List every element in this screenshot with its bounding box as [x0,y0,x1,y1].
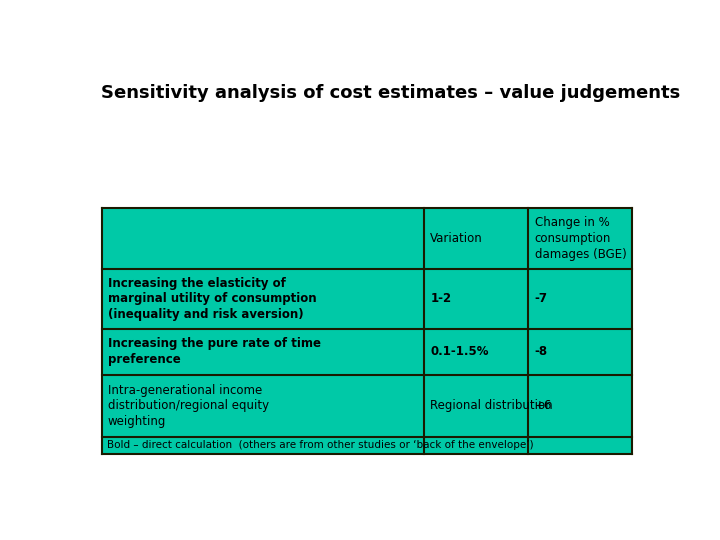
Text: Change in %
consumption
damages (BGE): Change in % consumption damages (BGE) [535,216,626,261]
Text: Regional distribution: Regional distribution [431,399,553,412]
Text: Increasing the pure rate of time
preference: Increasing the pure rate of time prefere… [108,338,321,366]
Text: Sensitivity analysis of cost estimates – value judgements: Sensitivity analysis of cost estimates –… [101,84,680,102]
Text: -8: -8 [535,345,548,358]
Text: 1-2: 1-2 [431,292,451,305]
Text: Increasing the elasticity of
marginal utility of consumption
(inequality and ris: Increasing the elasticity of marginal ut… [108,276,317,321]
Text: 0.1-1.5%: 0.1-1.5% [431,345,489,358]
Bar [102,208,632,454]
Text: +6: +6 [535,399,552,412]
Text: Intra-generational income
distribution/regional equity
weighting: Intra-generational income distribution/r… [108,384,269,428]
Text: Variation: Variation [431,232,483,245]
Text: Bold – direct calculation  (others are from other studies or ‘back of the envelo: Bold – direct calculation (others are fr… [107,440,534,450]
Text: -7: -7 [535,292,548,305]
